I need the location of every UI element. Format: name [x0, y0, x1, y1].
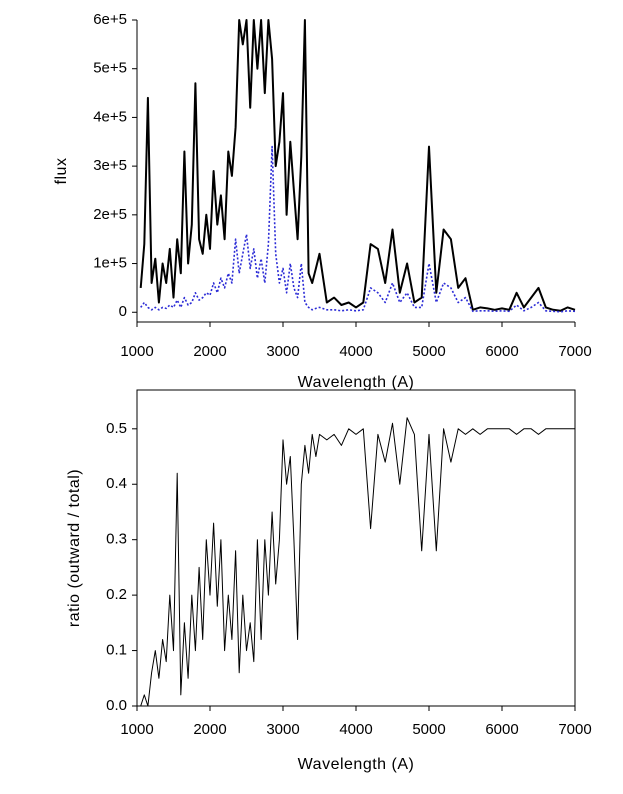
y-tick-label: 0.2 — [106, 586, 127, 603]
y-tick-label: 0.1 — [106, 642, 127, 659]
y-tick-label: 3e+5 — [93, 157, 127, 174]
x-tick-label: 6000 — [485, 721, 518, 738]
x-axis-label: Wavelength (A) — [298, 374, 415, 391]
x-tick-label: 4000 — [339, 343, 372, 360]
y-tick-label: 0 — [119, 303, 127, 320]
data-line — [139, 19, 576, 312]
x-tick-label: 4000 — [339, 721, 372, 738]
y-tick-label: 1e+5 — [93, 255, 127, 272]
y-axis-label: ratio (outward / total) — [66, 469, 83, 627]
x-tick-label: 7000 — [558, 343, 591, 360]
y-tick-label: 0.0 — [106, 697, 127, 714]
plot-frame — [136, 389, 576, 707]
data-line — [140, 417, 575, 707]
x-tick-label: 5000 — [412, 343, 445, 360]
y-tick-label: 4e+5 — [93, 108, 127, 125]
x-tick-label: 6000 — [485, 343, 518, 360]
x-tick-label: 3000 — [266, 721, 299, 738]
x-axis-label: Wavelength (A) — [298, 756, 415, 773]
y-axis-label: flux — [53, 158, 70, 185]
x-tick-label: 5000 — [412, 721, 445, 738]
y-tick-label: 0.3 — [106, 531, 127, 548]
x-tick-label: 1000 — [120, 343, 153, 360]
y-tick-label: 0.4 — [106, 475, 127, 492]
data-line — [140, 145, 576, 313]
y-tick-label: 5e+5 — [93, 60, 127, 77]
x-tick-label: 7000 — [558, 721, 591, 738]
y-tick-label: 2e+5 — [93, 206, 127, 223]
x-tick-label: 2000 — [193, 721, 226, 738]
y-tick-label: 0.5 — [106, 420, 127, 437]
x-tick-label: 2000 — [193, 343, 226, 360]
y-tick-label: 6e+5 — [93, 11, 127, 28]
x-tick-label: 3000 — [266, 343, 299, 360]
x-tick-label: 1000 — [120, 721, 153, 738]
